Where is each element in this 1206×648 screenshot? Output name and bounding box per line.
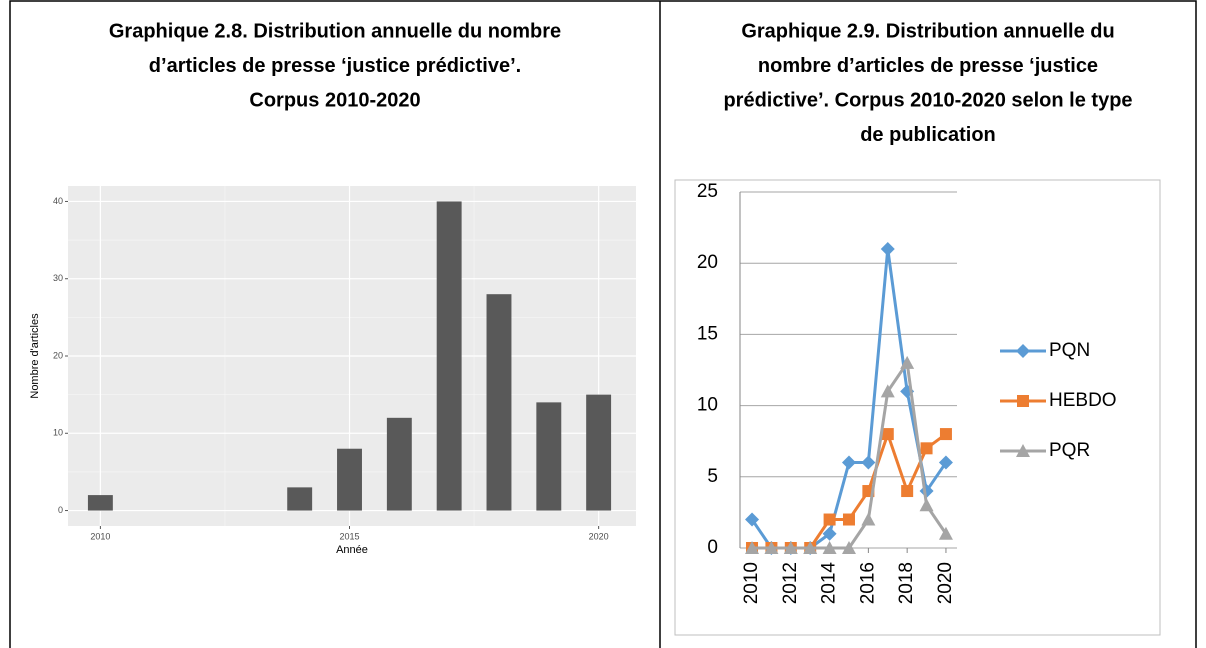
marker [900, 355, 915, 369]
bar [586, 394, 612, 511]
marker [881, 428, 894, 441]
y-tick-label: 5 [707, 466, 718, 487]
marker [861, 512, 876, 526]
y-tick-label: 0 [58, 505, 63, 515]
chart-frame [674, 179, 1161, 636]
marker [822, 541, 837, 554]
y-tick-label: 20 [697, 252, 718, 273]
chart-title: Corpus 2010-2020 [249, 89, 420, 111]
y-tick-label: 15 [697, 323, 718, 344]
x-axis-label: Année [336, 544, 368, 556]
chart-title: prédictive’. Corpus 2010-2020 selon le t… [723, 89, 1132, 111]
bar [386, 417, 412, 511]
legend-label: HEBDO [1049, 390, 1117, 411]
marker [880, 384, 895, 398]
marker [745, 541, 760, 554]
chart-title: Graphique 2.9. Distribution annuelle du [741, 20, 1114, 42]
x-tick-label: 2015 [339, 531, 359, 541]
legend-marker [1016, 444, 1030, 457]
marker [938, 526, 953, 540]
legend-label: PQR [1049, 440, 1090, 461]
y-tick-label: 25 [697, 181, 718, 202]
marker [783, 541, 798, 554]
bar [87, 495, 113, 511]
chart-title: de publication [860, 124, 996, 146]
bar [337, 448, 362, 511]
marker [764, 541, 779, 554]
x-tick-label: 2012 [780, 562, 801, 604]
marker [841, 455, 856, 470]
bar [436, 201, 462, 511]
marker [842, 513, 855, 526]
x-tick-label: 2016 [857, 562, 878, 604]
y-tick-label: 10 [697, 395, 718, 416]
x-tick-label: 2018 [896, 562, 917, 604]
bar [486, 294, 512, 511]
x-tick-label: 2010 [741, 562, 762, 604]
marker [841, 541, 856, 554]
marker [938, 455, 953, 470]
table-border [9, 0, 1197, 648]
marker [803, 541, 818, 554]
marker [939, 428, 952, 441]
marker [880, 241, 895, 256]
legend-label: PQN [1049, 340, 1090, 361]
x-tick-label: 2014 [819, 562, 840, 605]
bar [536, 402, 562, 511]
y-tick-label: 30 [53, 273, 63, 283]
chart-title: d’articles de presse ‘justice prédictive… [149, 55, 521, 77]
x-tick-label: 2020 [589, 531, 609, 541]
x-tick-label: 2010 [90, 531, 110, 541]
y-tick-label: 40 [53, 196, 63, 206]
marker [861, 455, 876, 470]
y-axis-label: Nombre d'articles [29, 313, 41, 399]
marker [920, 442, 933, 455]
marker [745, 512, 760, 527]
legend-marker [1017, 395, 1029, 407]
chart-title: Graphique 2.8. Distribution annuelle du … [109, 20, 561, 42]
y-tick-label: 20 [53, 350, 63, 360]
y-tick-label: 10 [53, 428, 63, 438]
bar [287, 487, 313, 511]
chart-title: nombre d’articles de presse ‘justice [758, 55, 1098, 77]
y-tick-label: 0 [707, 537, 718, 558]
marker [901, 485, 914, 498]
marker [822, 526, 837, 541]
x-tick-label: 2020 [935, 562, 956, 604]
marker [919, 498, 934, 512]
legend-marker [1016, 344, 1030, 358]
marker [823, 513, 836, 526]
